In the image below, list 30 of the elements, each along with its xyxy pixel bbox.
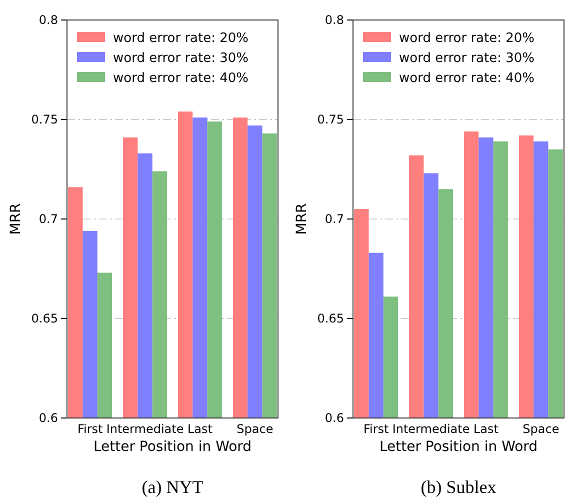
y-axis-title: MRR xyxy=(294,202,310,235)
y-tick-label: 0.65 xyxy=(317,311,344,326)
x-tick-label: Last xyxy=(473,422,499,436)
x-tick-label: Last xyxy=(187,422,213,436)
text: (b) Sublex xyxy=(420,477,496,497)
y-tick-label: 0.7 xyxy=(324,212,344,226)
y-tick-label: 0.7 xyxy=(38,212,58,226)
x-axis-title: Letter Position in Word xyxy=(379,439,538,455)
x-tick-label: Intermediate xyxy=(392,422,470,436)
y-tick-label: 0.8 xyxy=(324,12,344,27)
y-tick-label: 0.8 xyxy=(38,12,58,27)
x-tick-label: Space xyxy=(236,422,274,436)
x-tick-label: First xyxy=(363,422,389,436)
legend-label: word error rate: 40% xyxy=(113,71,249,86)
text: (a) NYT xyxy=(142,477,204,497)
legend-label: word error rate: 20% xyxy=(399,31,535,46)
y-tick-label: 0.6 xyxy=(324,410,344,425)
x-tick-label: Space xyxy=(522,422,560,436)
legend-label: word error rate: 30% xyxy=(113,51,249,66)
legend-label: word error rate: 30% xyxy=(399,51,535,66)
x-tick-label: Intermediate xyxy=(106,422,184,436)
y-tick-label: 0.6 xyxy=(38,410,58,425)
y-axis-title: MRR xyxy=(8,202,24,235)
y-tick-label: 0.75 xyxy=(317,112,344,126)
x-tick-label: First xyxy=(77,422,103,436)
y-tick-label: 0.75 xyxy=(31,112,58,126)
legend-label: word error rate: 20% xyxy=(113,31,249,46)
x-axis-title: Letter Position in Word xyxy=(93,439,252,455)
legend-label: word error rate: 40% xyxy=(399,71,535,86)
y-tick-label: 0.65 xyxy=(31,311,58,326)
